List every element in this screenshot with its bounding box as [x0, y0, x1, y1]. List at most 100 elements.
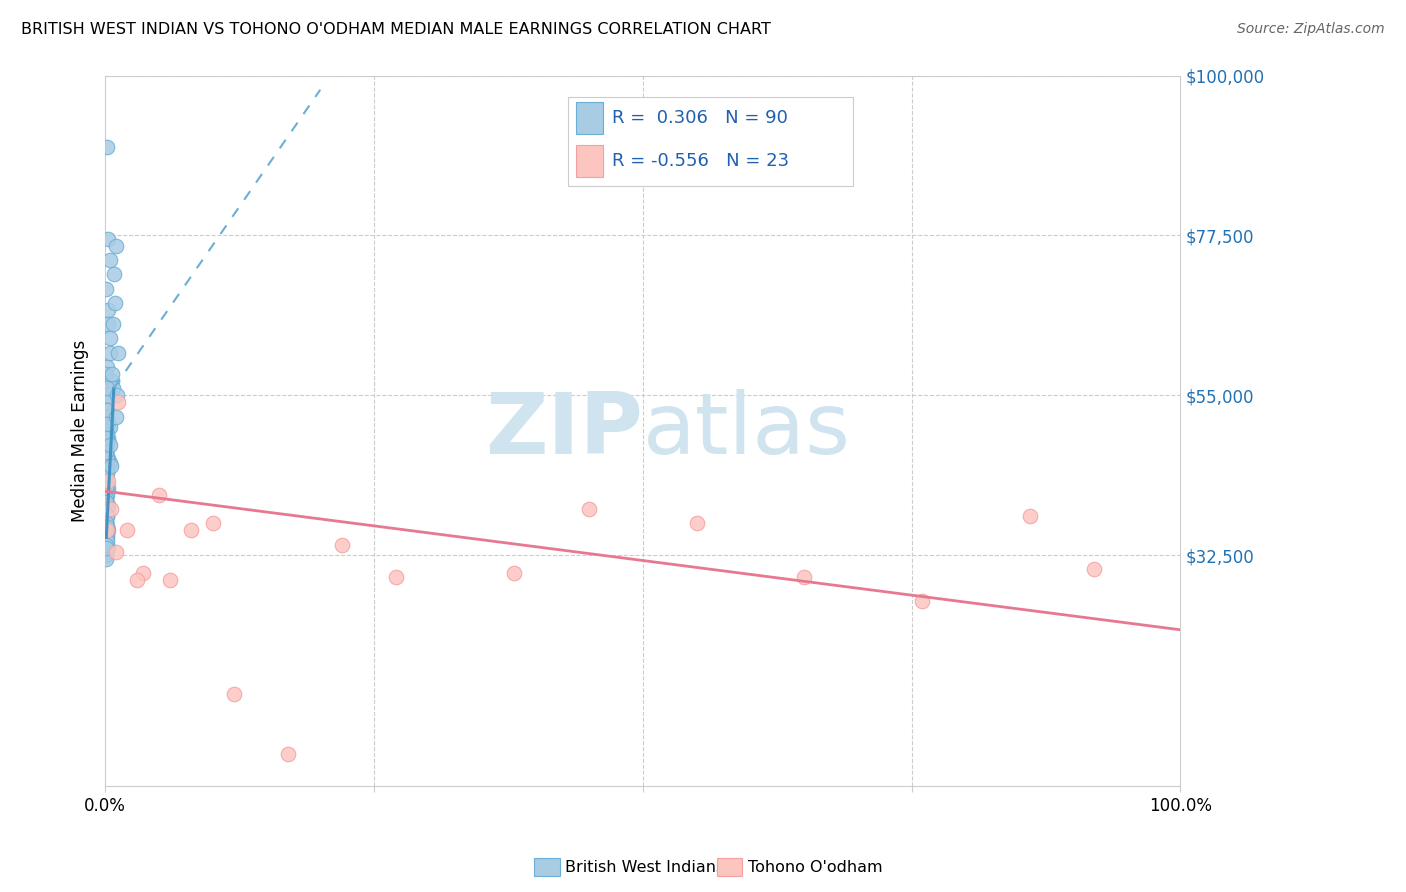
Point [98, 345, 121, 359]
Point [502, 566, 524, 580]
Text: ZIP: ZIP [485, 389, 643, 473]
Point [98, 420, 121, 434]
Point [96, 520, 118, 534]
Point [96, 524, 118, 538]
Point [96, 367, 118, 381]
Point [115, 524, 138, 538]
Point [97, 499, 120, 513]
Point [96, 467, 118, 481]
Text: Source: ZipAtlas.com: Source: ZipAtlas.com [1237, 22, 1385, 37]
Point [96, 467, 118, 481]
Point [96, 537, 118, 551]
Point [96, 459, 118, 474]
Point [96, 509, 118, 524]
Point [330, 537, 353, 551]
Point [96, 442, 118, 456]
Point [793, 569, 815, 583]
Point [101, 317, 124, 331]
Point [97, 317, 120, 331]
Point [96, 520, 118, 534]
Point [96, 381, 118, 395]
Point [1083, 562, 1105, 576]
Point [96, 527, 118, 541]
Point [96, 530, 118, 544]
Point [100, 367, 122, 381]
Point [96, 431, 118, 445]
Point [96, 516, 118, 531]
Point [96, 533, 118, 548]
Point [96, 502, 118, 516]
Text: R = -0.556   N = 23: R = -0.556 N = 23 [612, 152, 789, 169]
Point [96, 488, 118, 502]
Point [97, 417, 120, 431]
Point [96, 481, 118, 495]
Point [97, 452, 120, 467]
Point [96, 533, 118, 548]
Point [96, 402, 118, 417]
Point [96, 463, 118, 477]
Point [96, 409, 118, 424]
Point [96, 537, 118, 551]
Point [97, 524, 120, 538]
Point [96, 452, 118, 467]
Point [96, 139, 118, 153]
Text: BRITISH WEST INDIAN VS TOHONO O'ODHAM MEDIAN MALE EARNINGS CORRELATION CHART: BRITISH WEST INDIAN VS TOHONO O'ODHAM ME… [21, 22, 770, 37]
Point [107, 345, 129, 359]
Point [98, 438, 121, 452]
Point [96, 477, 118, 491]
Point [96, 533, 118, 548]
Point [97, 541, 120, 555]
Point [132, 566, 155, 580]
Point [96, 537, 118, 551]
Point [97, 388, 120, 402]
Point [96, 541, 118, 555]
Point [96, 427, 118, 442]
Point [96, 527, 118, 541]
Point [96, 495, 118, 509]
Point [100, 502, 122, 516]
Point [98, 253, 121, 268]
Point [104, 409, 127, 424]
Point [384, 569, 406, 583]
Point [578, 502, 600, 516]
Point [911, 594, 934, 608]
Point [96, 417, 118, 431]
Point [96, 516, 118, 531]
Point [96, 513, 118, 527]
Point [96, 470, 118, 484]
Text: Tohono O'odham: Tohono O'odham [748, 860, 883, 874]
Point [96, 424, 118, 438]
Point [127, 573, 149, 587]
Point [96, 359, 118, 374]
Point [96, 506, 118, 520]
Point [148, 488, 170, 502]
Point [96, 524, 118, 538]
Point [104, 296, 127, 310]
Point [96, 474, 118, 488]
Point [97, 434, 120, 449]
Point [96, 484, 118, 499]
Point [96, 551, 118, 566]
Text: atlas: atlas [643, 389, 851, 473]
Point [96, 445, 118, 459]
Text: British West Indians: British West Indians [565, 860, 724, 874]
Point [100, 459, 122, 474]
Point [96, 445, 118, 459]
Point [96, 530, 118, 544]
Point [97, 303, 120, 318]
Point [96, 449, 118, 463]
Point [97, 481, 120, 495]
Point [100, 374, 122, 388]
Point [96, 402, 118, 417]
Point [96, 438, 118, 452]
Point [107, 395, 129, 409]
Point [96, 516, 118, 531]
Point [1019, 509, 1042, 524]
Point [97, 474, 120, 488]
Point [96, 495, 118, 509]
Point [180, 524, 202, 538]
Point [97, 232, 120, 246]
Point [105, 388, 128, 402]
Point [96, 502, 118, 516]
Point [96, 491, 118, 506]
